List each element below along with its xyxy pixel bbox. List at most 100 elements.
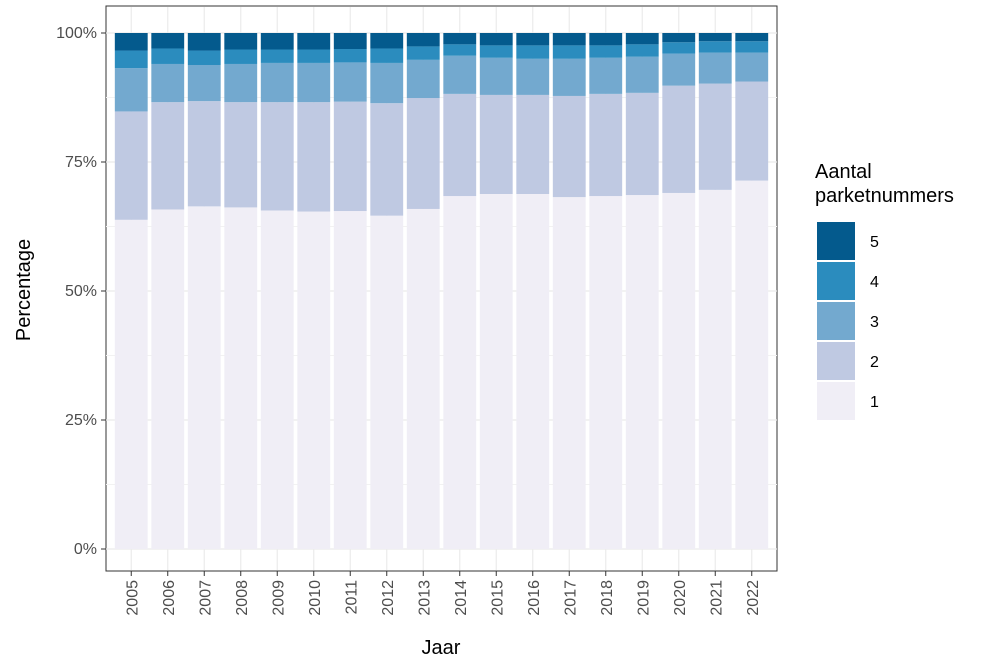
x-axis-title: Jaar — [422, 637, 461, 659]
legend-key — [817, 222, 855, 260]
bar-segment-2009-2 — [260, 102, 294, 211]
bar-segment-2006-5 — [151, 33, 185, 49]
x-tick-label: 2012 — [380, 580, 397, 616]
bar-segment-2021-4 — [698, 41, 732, 53]
x-tick-label: 2011 — [343, 580, 360, 615]
legend-item-2: 2 — [817, 342, 879, 380]
y-tick-label: 50% — [65, 283, 97, 300]
bar-segment-2009-1 — [260, 210, 294, 549]
x-tick-label: 2017 — [562, 580, 579, 616]
legend-key — [817, 302, 855, 340]
bar-segment-2011-1 — [333, 211, 367, 549]
y-tick-label: 100% — [56, 25, 97, 42]
bar-segment-2015-1 — [479, 193, 513, 549]
bar-segment-2010-5 — [297, 33, 331, 50]
x-tick-label: 2007 — [197, 580, 214, 616]
x-tick-label: 2010 — [307, 580, 324, 616]
bar-segment-2020-3 — [662, 53, 696, 86]
bar-segment-2019-4 — [625, 44, 659, 57]
bar-segment-2021-2 — [698, 83, 732, 190]
bar-segment-2017-5 — [552, 33, 586, 46]
bar-segment-2009-4 — [260, 49, 294, 63]
bar-segment-2022-1 — [735, 180, 769, 550]
bar-segment-2012-5 — [370, 33, 404, 49]
bar-segment-2019-5 — [625, 33, 659, 45]
x-tick-label: 2006 — [161, 580, 178, 616]
bar-segment-2014-2 — [443, 93, 477, 197]
x-tick-label: 2021 — [708, 580, 725, 616]
bar-segment-2013-2 — [406, 98, 440, 209]
legend-label: 5 — [870, 234, 879, 251]
legend-label: 3 — [870, 314, 879, 331]
bar-segment-2021-1 — [698, 189, 732, 549]
bar-segment-2016-2 — [516, 94, 550, 194]
bar-segment-2007-5 — [187, 33, 221, 51]
bar-segment-2018-4 — [589, 45, 623, 58]
bar-segment-2022-3 — [735, 52, 769, 82]
bar-segment-2012-2 — [370, 103, 404, 216]
bar-segment-2020-4 — [662, 42, 696, 54]
bar-segment-2011-3 — [333, 62, 367, 102]
legend-label: 4 — [870, 274, 879, 291]
bar-segment-2014-4 — [443, 44, 477, 56]
y-tick-label: 75% — [65, 154, 97, 171]
x-tick-label: 2008 — [234, 580, 251, 616]
bar-segment-2019-2 — [625, 92, 659, 196]
bar-segment-2009-5 — [260, 33, 294, 50]
bar-segment-2017-1 — [552, 197, 586, 549]
bar-segment-2008-4 — [224, 49, 258, 64]
legend-item-3: 3 — [817, 302, 879, 340]
bar-segment-2021-5 — [698, 33, 732, 42]
bar-segment-2021-3 — [698, 52, 732, 84]
bar-segment-2017-4 — [552, 45, 586, 59]
bar-segment-2016-4 — [516, 45, 550, 59]
bar-segment-2018-1 — [589, 196, 623, 549]
bar-segment-2011-5 — [333, 33, 367, 49]
y-tick-label: 0% — [74, 541, 97, 558]
bar-segment-2022-2 — [735, 81, 769, 181]
bar-segment-2006-2 — [151, 102, 185, 210]
bar-segment-2010-1 — [297, 211, 331, 549]
x-tick-label: 2014 — [453, 580, 470, 616]
bar-segment-2008-3 — [224, 63, 258, 103]
bar-segment-2014-5 — [443, 33, 477, 45]
bars — [114, 33, 769, 550]
bar-segment-2018-2 — [589, 93, 623, 197]
legend-title: Aantal parketnummers — [815, 161, 954, 207]
bar-segment-2009-3 — [260, 62, 294, 103]
bar-segment-2018-3 — [589, 57, 623, 94]
legend-item-5: 5 — [817, 222, 879, 260]
x-tick-label: 2005 — [124, 580, 141, 616]
bar-segment-2020-2 — [662, 85, 696, 193]
bar-segment-2005-3 — [114, 68, 148, 112]
bar-segment-2005-4 — [114, 50, 148, 69]
bar-segment-2013-3 — [406, 59, 440, 99]
bar-segment-2008-5 — [224, 33, 258, 50]
bar-segment-2012-4 — [370, 48, 404, 63]
bar-segment-2006-3 — [151, 63, 185, 103]
bar-segment-2010-3 — [297, 62, 331, 103]
bar-segment-2022-5 — [735, 33, 769, 42]
legend-item-4: 4 — [817, 262, 879, 300]
legend-item-1: 1 — [817, 382, 879, 420]
bar-segment-2013-4 — [406, 46, 440, 60]
bar-segment-2012-3 — [370, 62, 404, 104]
x-tick-label: 2015 — [489, 580, 506, 616]
legend-label: 1 — [870, 394, 879, 411]
bar-segment-2007-2 — [187, 101, 221, 207]
legend-key — [817, 382, 855, 420]
bar-segment-2014-3 — [443, 55, 477, 94]
bar-segment-2011-4 — [333, 48, 367, 63]
bar-segment-2016-5 — [516, 33, 550, 46]
x-tick-label: 2020 — [672, 580, 689, 616]
bar-segment-2020-1 — [662, 192, 696, 549]
x-axis: 2005 2006 2007 2008 2009 2010 2011 2012 2013 2014… — [124, 571, 762, 616]
bar-segment-2018-5 — [589, 33, 623, 46]
y-tick-label: 25% — [65, 412, 97, 429]
bar-segment-2005-2 — [114, 111, 148, 220]
bar-segment-2007-4 — [187, 50, 221, 65]
legend-label: 2 — [870, 354, 879, 371]
x-tick-label: 2019 — [635, 580, 652, 616]
bar-segment-2008-1 — [224, 207, 258, 549]
